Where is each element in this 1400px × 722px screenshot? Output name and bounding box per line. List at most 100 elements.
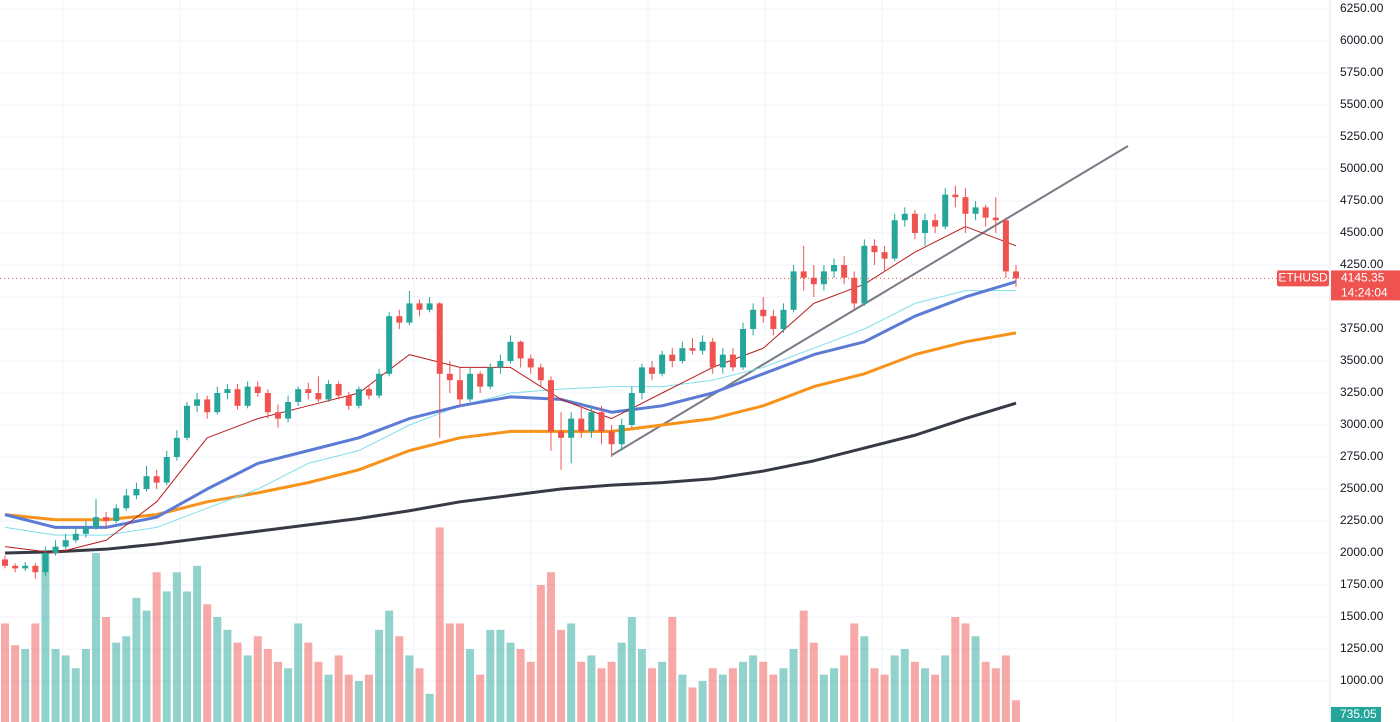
candle-body — [628, 393, 635, 426]
volume-bar — [263, 649, 272, 722]
volume-bar — [415, 668, 424, 722]
candle-body — [982, 207, 989, 218]
volume-bar — [1, 623, 9, 722]
volume-bar — [789, 649, 798, 722]
volume-bar — [91, 553, 100, 722]
volume-bar — [21, 649, 30, 722]
candle-body — [740, 328, 747, 368]
candle-body — [831, 264, 838, 272]
candle-body — [436, 303, 443, 374]
candle-body — [517, 341, 524, 359]
volume-bar — [486, 629, 495, 722]
candle-body — [689, 348, 696, 351]
volume-bar — [991, 668, 1000, 722]
candle-body — [446, 373, 453, 381]
trend-line — [611, 145, 1129, 456]
moving-average — [4, 331, 1017, 522]
volume-bar — [385, 610, 394, 722]
y-tick-label: 3500.00 — [1340, 353, 1384, 367]
y-tick-label: 5000.00 — [1340, 161, 1384, 175]
volume-bar — [304, 642, 313, 722]
volume-bar — [213, 617, 222, 722]
grid — [0, 8, 1330, 682]
volume-bar — [314, 661, 323, 722]
volume-bar — [516, 649, 525, 722]
candle-body — [103, 517, 110, 522]
candle-body — [173, 437, 180, 458]
volume-bar — [931, 674, 940, 722]
candle-body — [1013, 271, 1019, 279]
candle-body — [477, 373, 484, 387]
candle-body — [133, 489, 140, 496]
volume-bar — [749, 655, 758, 722]
volume-bar — [728, 668, 737, 722]
candle-body — [22, 565, 29, 569]
candle-body — [62, 540, 69, 547]
y-tick-label: 4500.00 — [1340, 225, 1384, 239]
candle-body — [163, 457, 170, 483]
price-box — [1331, 270, 1400, 301]
candle-body — [598, 412, 605, 432]
candle-body — [618, 425, 625, 445]
candle-body — [264, 393, 271, 413]
candle-body — [608, 431, 615, 445]
candle-body — [790, 271, 797, 310]
candle-body — [113, 508, 120, 522]
volume-bar — [648, 668, 657, 722]
candle-body — [507, 341, 514, 361]
volume-bar — [880, 674, 889, 722]
volume-bar — [739, 661, 748, 722]
moving-average — [4, 280, 1017, 529]
candle-body — [588, 412, 595, 432]
volume-box — [1331, 706, 1381, 722]
volume-bar — [223, 629, 232, 722]
volume-bar — [1001, 655, 1010, 722]
volume-bar — [182, 591, 191, 722]
volume-bar — [172, 572, 181, 722]
countdown-label: 14:24:04 — [1341, 286, 1388, 300]
volume-bar — [496, 629, 505, 722]
moving-average — [4, 401, 1017, 555]
y-tick-label: 3000.00 — [1340, 417, 1384, 431]
candle-body — [547, 380, 554, 432]
volume-bar — [850, 623, 859, 722]
candle-body — [911, 213, 918, 233]
candle-body — [335, 384, 342, 396]
candle-body — [224, 389, 231, 394]
volume-bar — [870, 668, 879, 722]
candle-body — [123, 495, 130, 509]
volume-bar — [132, 597, 141, 722]
volume-bar — [809, 642, 818, 722]
volume-bar — [910, 661, 919, 722]
volume-bar — [546, 572, 555, 722]
volume-bar — [617, 642, 626, 722]
candle-body — [274, 412, 281, 419]
volume-bar — [334, 655, 343, 722]
candle-body — [952, 194, 959, 198]
candle-body — [42, 553, 49, 573]
candle-body — [183, 405, 190, 438]
candle-body — [729, 354, 736, 368]
volume-bar — [921, 668, 930, 722]
candle-body — [800, 271, 807, 278]
candle-body — [305, 389, 312, 394]
volume-bar — [61, 655, 70, 722]
volume-bar — [162, 591, 171, 722]
volume-bar — [819, 674, 828, 722]
volume-bar — [799, 610, 808, 722]
candle-body — [820, 271, 827, 285]
candle-body — [719, 354, 726, 368]
vertical-grid — [62, 0, 1234, 722]
volume-bar — [830, 668, 839, 722]
candle-body — [558, 431, 565, 438]
volume-bar — [294, 623, 303, 722]
candle-body — [143, 476, 150, 490]
volume-bar — [708, 668, 717, 722]
volume-bar — [678, 674, 687, 722]
candle-body — [659, 354, 666, 374]
y-tick-label: 2750.00 — [1340, 449, 1384, 463]
volume-bar — [435, 527, 444, 722]
candle-body — [841, 264, 848, 278]
volume-bar — [698, 681, 707, 722]
volume-bar — [597, 668, 606, 722]
